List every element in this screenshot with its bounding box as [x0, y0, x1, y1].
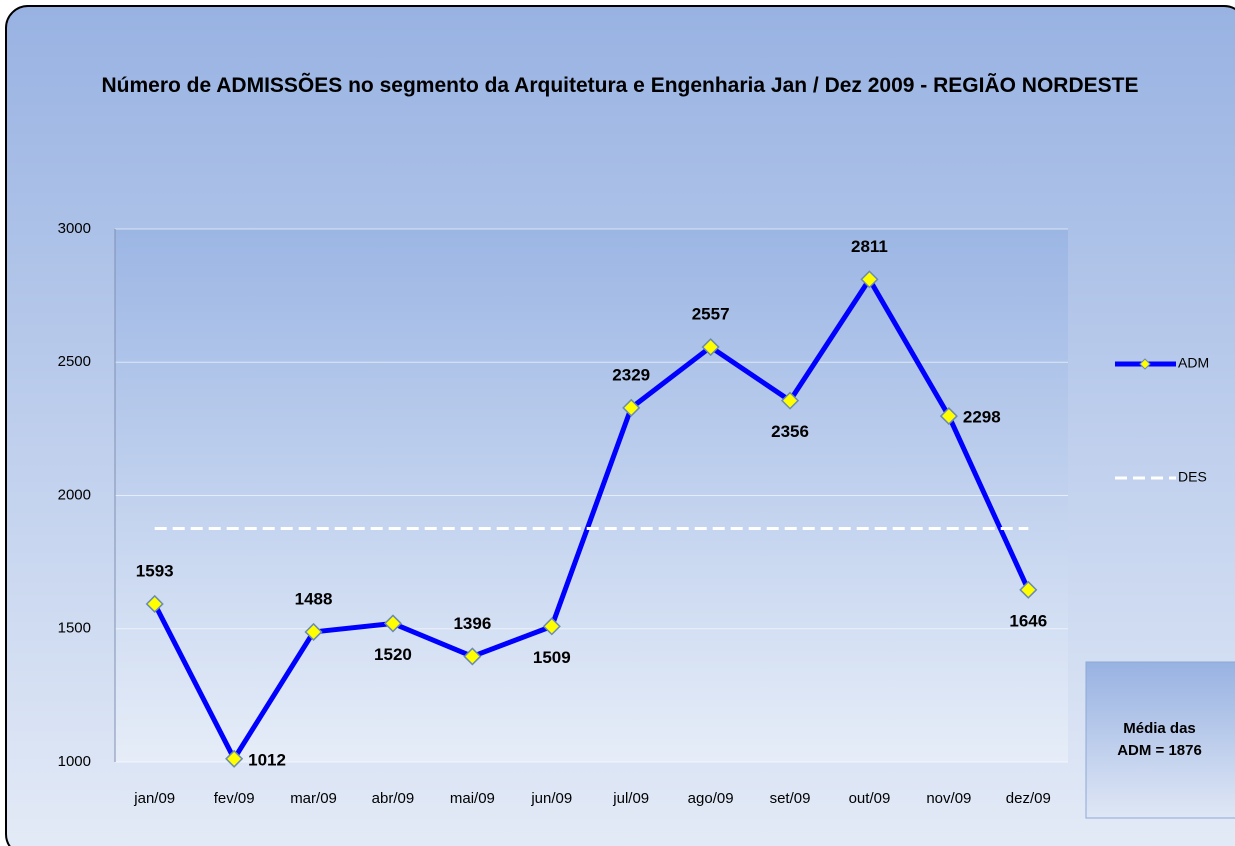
x-tick-label: set/09 — [770, 790, 811, 807]
x-tick-label: abr/09 — [372, 790, 415, 807]
data-label: 1520 — [374, 645, 412, 664]
data-label: 2329 — [612, 365, 650, 384]
series-line — [152, 276, 1031, 762]
data-label: 1012 — [248, 750, 286, 769]
marker — [860, 270, 879, 289]
marker — [383, 614, 403, 633]
marker — [145, 594, 164, 614]
data-label: 1488 — [295, 589, 333, 608]
y-tick-label: 1000 — [58, 753, 91, 770]
y-tick-label: 1500 — [58, 620, 91, 637]
marker — [1019, 580, 1038, 599]
y-tick-label: 2000 — [58, 486, 91, 503]
data-label: 2557 — [692, 305, 730, 324]
data-label: 1646 — [1009, 611, 1047, 630]
x-tick-label: jul/09 — [612, 790, 649, 807]
data-label: 1593 — [136, 561, 174, 580]
x-tick-label: mar/09 — [290, 790, 337, 807]
data-label: 2298 — [963, 408, 1001, 427]
x-tick-label: jun/09 — [530, 790, 572, 807]
data-label: 2356 — [771, 422, 809, 441]
x-tick-label: nov/09 — [926, 790, 971, 807]
legend-label: DES — [1178, 469, 1207, 485]
x-tick-label: ago/09 — [688, 790, 734, 807]
legend-marker — [1139, 358, 1151, 370]
marker — [225, 749, 244, 768]
chart-title: Número de ADMISSÕES no segmento da Arqui… — [101, 74, 1139, 97]
note-box — [1085, 661, 1235, 819]
data-label: 1509 — [533, 648, 571, 667]
x-tick-label: out/09 — [849, 790, 891, 807]
marker — [542, 617, 561, 636]
marker — [701, 337, 720, 357]
x-tick-label: jan/09 — [133, 790, 175, 807]
legend-label: ADM — [1178, 355, 1209, 371]
marker — [939, 407, 958, 426]
marker — [463, 647, 482, 666]
y-tick-label: 2500 — [58, 353, 91, 370]
data-label: 1396 — [453, 614, 491, 633]
data-label: 2811 — [851, 237, 888, 256]
marker — [622, 398, 641, 417]
marker — [304, 622, 323, 642]
x-tick-label: fev/09 — [214, 790, 255, 807]
y-tick-label: 3000 — [58, 220, 91, 237]
annotation: Média das ADM = 1876 — [1117, 720, 1202, 759]
x-tick-label: mai/09 — [450, 790, 495, 807]
x-tick-label: dez/09 — [1006, 790, 1051, 807]
marker — [780, 391, 800, 410]
